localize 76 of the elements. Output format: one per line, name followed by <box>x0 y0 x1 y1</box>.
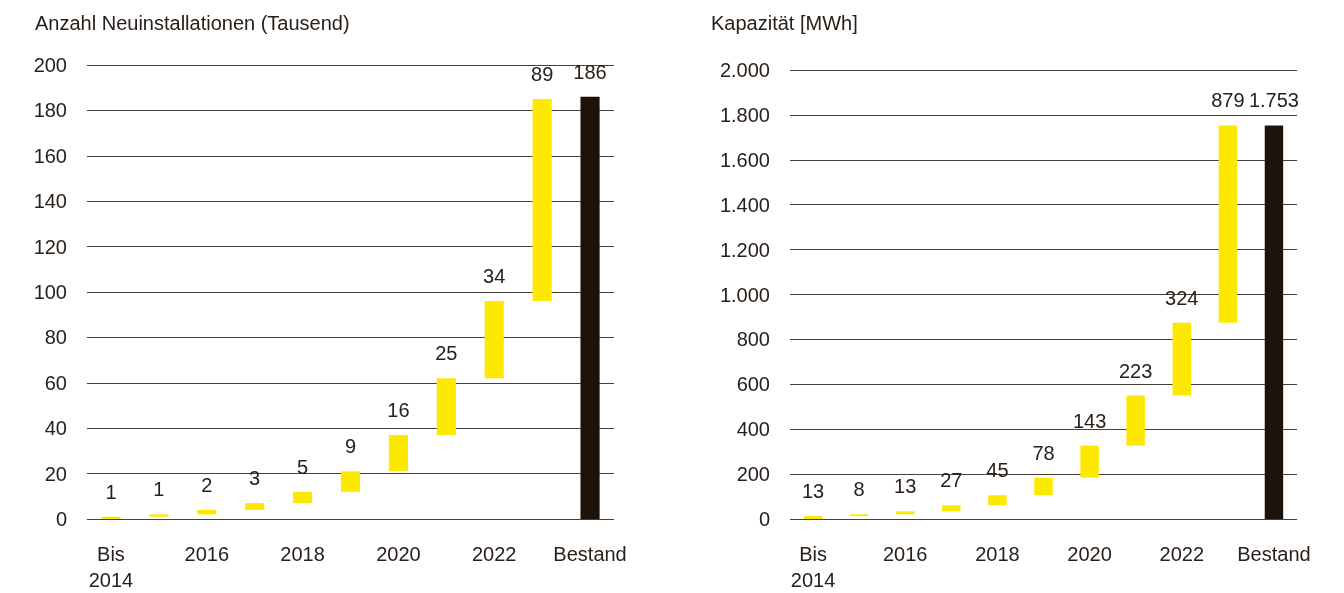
x-tick-label: Bis 2014 <box>790 543 836 591</box>
bar <box>896 511 915 515</box>
data-label: 5 <box>297 455 309 478</box>
x-tick-label: 2022 <box>1159 543 1205 565</box>
y-tick-label: 200 <box>736 463 770 486</box>
data-label: 16 <box>387 399 410 422</box>
bar <box>1126 395 1145 446</box>
y-tick-label: 80 <box>44 326 67 349</box>
bar <box>580 96 600 519</box>
bar <box>484 301 504 379</box>
data-label: 34 <box>483 265 506 288</box>
data-label: 9 <box>344 435 357 458</box>
bar <box>388 435 408 472</box>
bar <box>1172 322 1191 396</box>
y-axis-title: Anzahl Neuinstallationen (Tausend) <box>35 12 350 34</box>
y-tick-label: 1.600 <box>719 148 770 171</box>
y-tick-label: 0 <box>55 508 67 530</box>
y-tick-label: 60 <box>44 371 67 394</box>
y-tick-label: 180 <box>33 99 67 122</box>
y-tick-label: 1.200 <box>719 238 770 261</box>
bar <box>101 516 121 519</box>
y-tick-label: 800 <box>736 328 770 351</box>
y-tick-label: 120 <box>33 235 67 258</box>
data-label: 2 <box>201 473 213 496</box>
y-tick-label: 40 <box>44 417 67 440</box>
x-tick-label: Bis 2014 <box>88 543 134 591</box>
y-tick-label: 140 <box>33 190 67 213</box>
bar <box>988 495 1007 506</box>
bar <box>803 516 823 519</box>
bar <box>1080 445 1099 478</box>
data-label: 3 <box>249 467 261 490</box>
bar <box>245 503 265 510</box>
x-tick-label: 2018 <box>280 543 325 565</box>
data-label: 13 <box>894 475 917 498</box>
data-label: 223 <box>1118 359 1153 382</box>
x-tick-label: 2018 <box>975 543 1020 565</box>
y-tick-label: 160 <box>33 144 67 167</box>
bar <box>436 378 456 436</box>
bar <box>340 471 361 492</box>
bar <box>293 491 313 504</box>
data-label: 879 <box>1211 89 1245 112</box>
data-label: 8 <box>853 478 865 501</box>
x-tick-label: Bestand <box>553 543 627 565</box>
y-tick-label: 20 <box>44 462 67 485</box>
bar <box>1264 125 1284 519</box>
bar <box>942 505 961 512</box>
bar <box>532 99 552 302</box>
data-label: 1 <box>105 480 117 503</box>
y-tick-label: 2.000 <box>719 59 770 81</box>
y-tick-label: 100 <box>33 281 67 303</box>
data-label: 1.753 <box>1248 89 1299 112</box>
y-tick-label: 200 <box>33 54 67 76</box>
x-tick-label: 2020 <box>376 543 421 565</box>
data-label: 1 <box>153 478 165 501</box>
data-label: 143 <box>1072 409 1107 432</box>
y-tick-label: 600 <box>736 373 770 396</box>
data-label: 89 <box>531 63 554 86</box>
data-label: 13 <box>801 480 825 503</box>
y-tick-label: 400 <box>736 418 770 441</box>
data-label: 186 <box>573 60 607 83</box>
bar <box>1034 477 1053 496</box>
x-tick-label: Bestand <box>1237 543 1311 565</box>
x-tick-label: 2016 <box>882 543 928 565</box>
x-tick-label: 2022 <box>471 543 517 565</box>
y-tick-label: 0 <box>758 508 770 530</box>
x-tick-label: 2020 <box>1067 543 1112 565</box>
bar <box>1218 125 1238 323</box>
data-label: 78 <box>1032 441 1055 464</box>
data-label: 25 <box>435 342 458 365</box>
y-tick-label: 1.800 <box>719 103 770 126</box>
y-tick-label: 1.000 <box>719 283 770 306</box>
y-tick-label: 1.400 <box>719 193 770 216</box>
bar <box>149 514 169 517</box>
data-label: 27 <box>940 469 963 492</box>
x-tick-label: 2016 <box>184 543 230 565</box>
y-axis-title: Kapazität [MWh] <box>711 12 858 34</box>
